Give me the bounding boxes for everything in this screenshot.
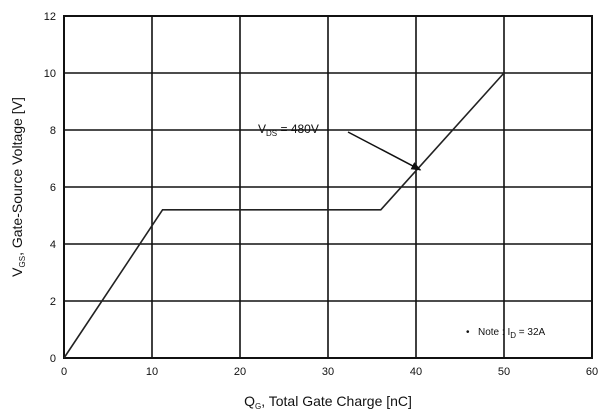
y-tick-labels: 0 2 4 6 8 10 12 [44,11,56,365]
x-tick-label: 20 [234,366,246,378]
x-axis-title: QG, Total Gate Charge [nC] [244,393,412,411]
y-tick-label: 8 [50,125,56,137]
x-tick-label: 40 [410,366,422,378]
plot-frame [63,15,593,359]
vds-annotation-label: VDS = 480V [258,122,319,138]
x-tick-label: 60 [586,366,598,378]
y-tick-label: 12 [44,11,56,23]
x-tick-label: 0 [61,366,67,378]
x-tick-labels: 0 10 20 30 40 50 60 [61,366,598,378]
x-tick-label: 10 [146,366,158,378]
y-tick-label: 4 [50,239,56,251]
series-line [63,72,505,359]
series-group [63,72,505,359]
note-label: Note : ID = 32A [478,327,546,340]
y-tick-label: 2 [50,296,56,308]
y-axis-title: VGS, Gate-Source Voltage [V] [9,97,27,277]
y-tick-label: 6 [50,182,56,194]
x-tick-label: 30 [322,366,334,378]
note-bullet: • [466,327,470,338]
vds-annotation-arrow [347,131,422,171]
x-tick-label: 50 [498,366,510,378]
y-tick-label: 10 [44,68,56,80]
y-tick-label: 0 [50,353,56,365]
